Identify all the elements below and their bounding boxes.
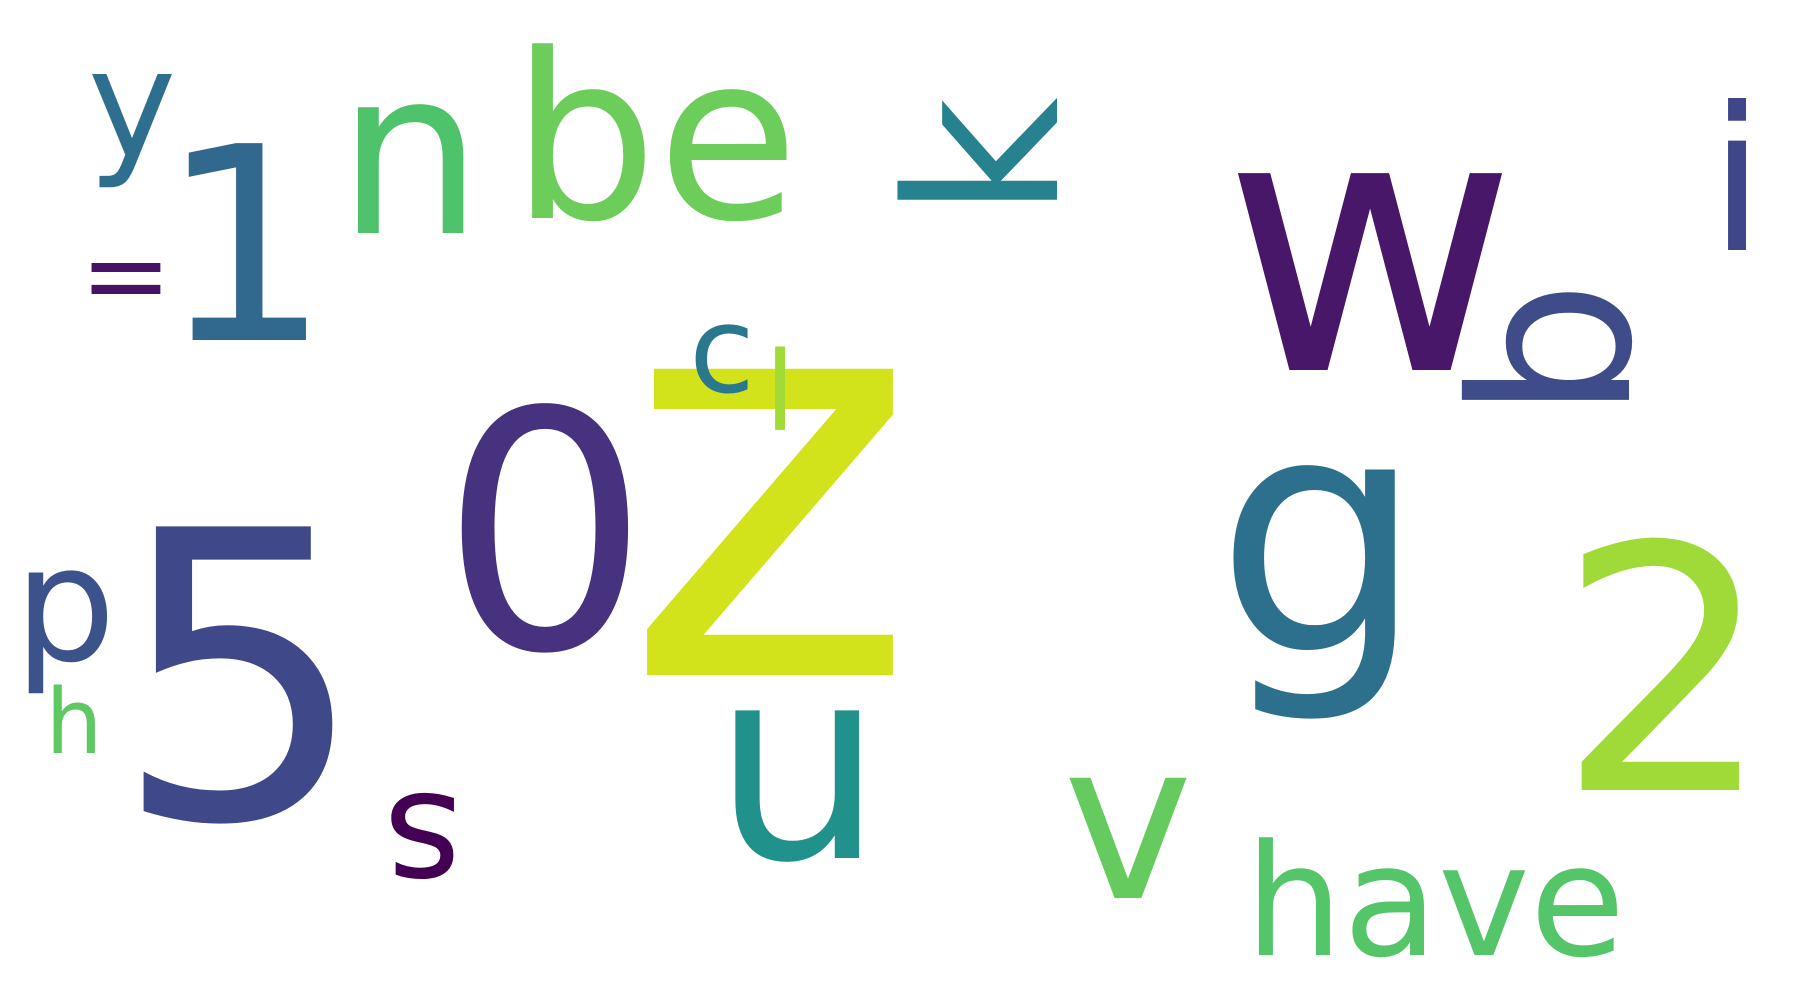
word-two: 2 [1557, 475, 1773, 871]
word-z: z [623, 156, 917, 808]
word-b: b [1425, 280, 1681, 420]
word-five: 5 [113, 448, 368, 913]
word-l: l [765, 328, 796, 456]
word-h: h [45, 670, 102, 775]
word-equals: = [80, 211, 172, 339]
word-k: k [862, 97, 1107, 219]
word-have: have [1245, 811, 1625, 992]
word-one: 1 [159, 89, 331, 404]
word-v: v [1063, 694, 1193, 950]
word-be: be [511, 6, 799, 273]
word-p: p [14, 511, 116, 698]
word-s: s [384, 759, 462, 933]
word-zero: 0 [440, 342, 650, 726]
word-y: y [88, 18, 177, 192]
word-w: w [1223, 36, 1517, 455]
word-i: i [1709, 65, 1765, 298]
word-c: c [689, 282, 755, 421]
word-u: u [712, 607, 883, 922]
word-g: g [1215, 344, 1424, 728]
word-n: n [337, 21, 483, 288]
